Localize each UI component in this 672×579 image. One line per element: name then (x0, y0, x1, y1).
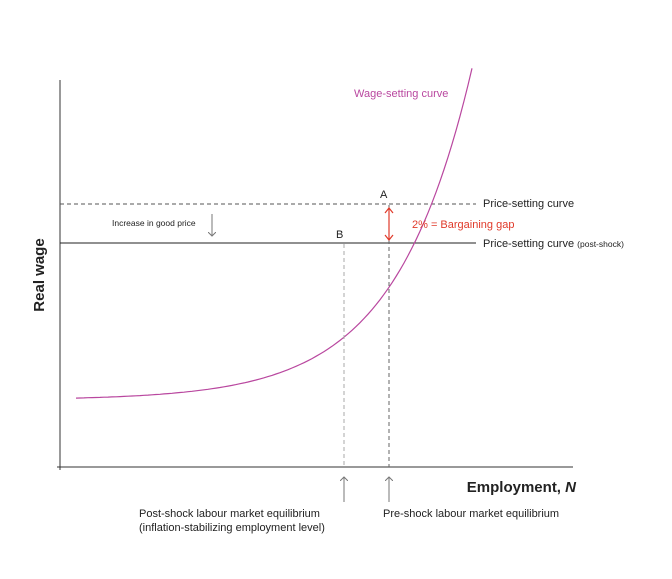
wage-setting-curve-label: Wage-setting curve (354, 88, 448, 100)
bargaining-gap-arrow (384, 207, 394, 241)
y-axis-label: Real wage (31, 238, 48, 311)
bargaining-gap-label: 2% = Bargaining gap (412, 219, 514, 231)
price-setting-curve-label: Price-setting curve (483, 198, 574, 210)
price-increase-annotation: Increase in good price (112, 218, 196, 228)
post-shock-equilibrium-label-line1: Post-shock labour market equilibrium (139, 508, 320, 520)
price-setting-curve-post-shock-label: Price-setting curve (post-shock) (483, 238, 624, 250)
point-a-label: A (380, 189, 388, 201)
post-shock-equilibrium-label-line2: (inflation-stabilizing employment level) (139, 522, 325, 534)
pre-shock-equilibrium-label: Pre-shock labour market equilibrium (383, 508, 559, 520)
x-axis-label: Employment, N (467, 479, 577, 496)
wage-setting-curve (75, 68, 473, 399)
point-b-label: B (336, 229, 343, 241)
